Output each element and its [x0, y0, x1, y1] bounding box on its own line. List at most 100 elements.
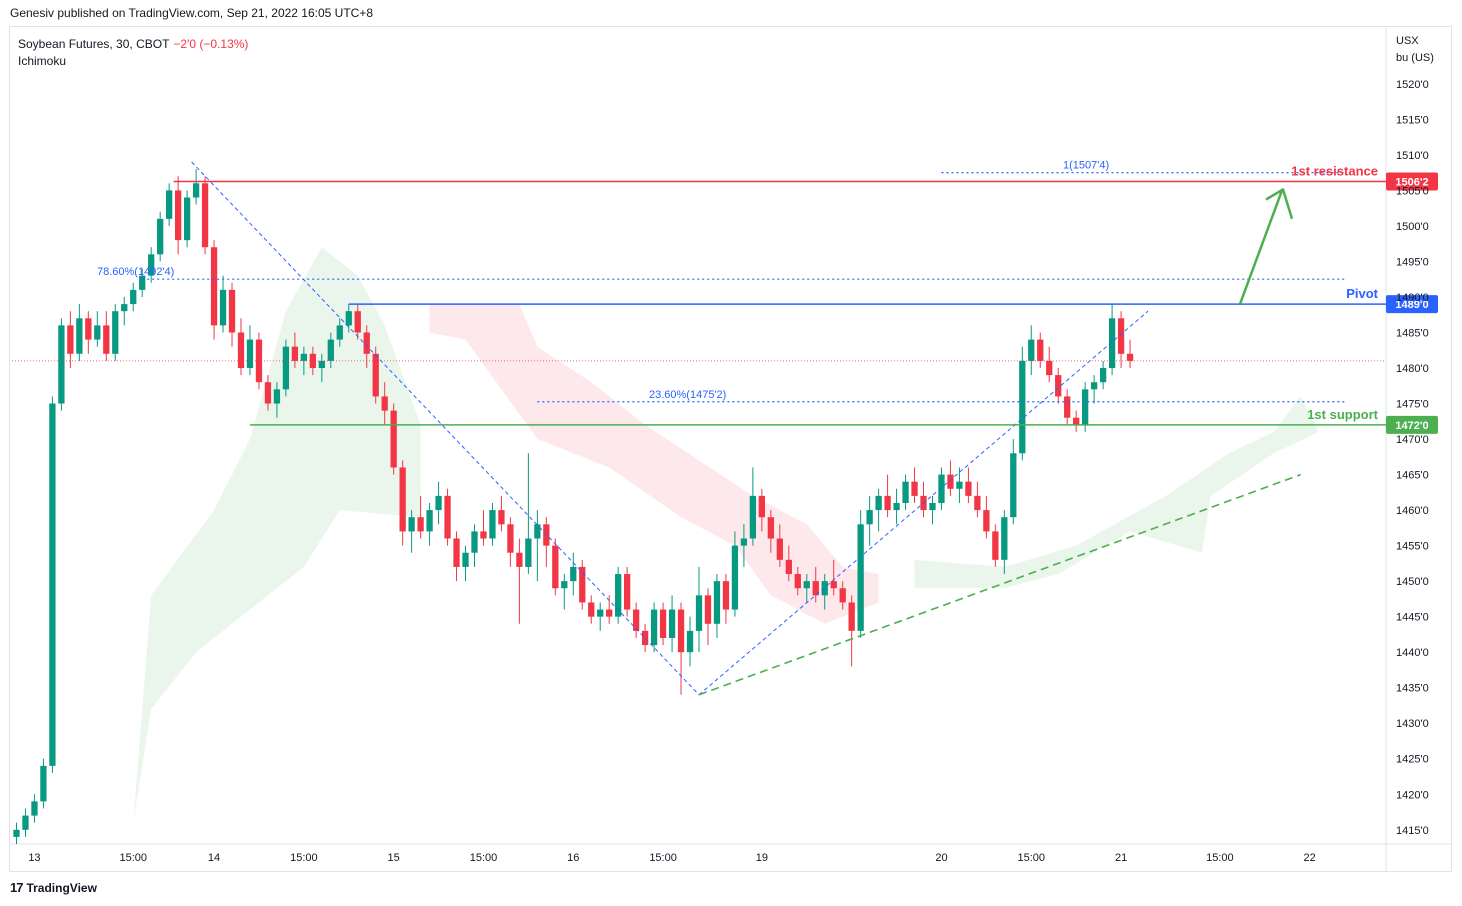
x-tick-label: 16	[567, 852, 579, 864]
level-text: 1st resistance	[1291, 164, 1378, 179]
price-tag	[1386, 295, 1438, 314]
footer-brand[interactable]: 17 TradingView	[10, 880, 97, 895]
x-tick-label: 14	[208, 852, 220, 864]
candle-body	[579, 566, 586, 603]
x-tick-label: 15:00	[119, 852, 147, 864]
y-tick-label: 1515'0	[1396, 114, 1429, 126]
candle-body	[157, 218, 164, 255]
candle-body	[174, 190, 182, 241]
y-tick-label: 1485'0	[1396, 327, 1429, 339]
candle-body	[435, 495, 442, 511]
candle-body	[561, 581, 568, 589]
candle-body	[22, 815, 29, 830]
candle-body	[875, 495, 882, 511]
candle-body	[911, 481, 918, 496]
candle-body	[1117, 318, 1125, 354]
chart-legend: Soybean Futures, 30, CBOT −2'0 (−0.13%) I…	[18, 36, 248, 70]
level-text: Pivot	[1346, 286, 1378, 301]
ichimoku-cloud-bear	[429, 304, 879, 624]
candle-body	[992, 531, 999, 560]
x-tick-label: 20	[935, 852, 947, 864]
candle-body	[1028, 339, 1035, 361]
fib-level-label: 78.60%(1492'4)	[97, 266, 174, 278]
candle-body	[13, 829, 20, 837]
fib-level-label: 1(1507'4)	[1063, 160, 1109, 172]
candle-body	[1073, 417, 1080, 425]
candle-body	[1108, 318, 1116, 369]
candle-body	[830, 581, 837, 589]
price-tag-label: 1472'0	[1395, 420, 1428, 432]
candle-body	[767, 517, 774, 539]
x-tick-label: 15:00	[1206, 852, 1234, 864]
candle-body	[444, 495, 451, 539]
candle-body	[893, 502, 900, 511]
candle-body	[489, 510, 496, 539]
candle-body	[345, 311, 352, 326]
indicator-label[interactable]: Ichimoku	[18, 54, 67, 68]
candle-body	[632, 609, 640, 631]
candle-body	[606, 609, 613, 617]
publish-info: Genesiv published on TradingView.com, Se…	[10, 6, 374, 20]
candle-body	[103, 325, 110, 354]
candle-body	[31, 801, 38, 816]
candle-body	[327, 339, 334, 361]
candle-body	[516, 552, 523, 567]
candle-body	[929, 502, 936, 511]
candle-body	[1090, 382, 1098, 390]
candle-body	[390, 410, 397, 468]
currency-label: USX	[1396, 35, 1419, 47]
candle-body	[507, 524, 514, 553]
candle-body	[552, 545, 559, 589]
candle-body	[139, 275, 146, 290]
candle-body	[318, 360, 325, 369]
ichimoku-cloud-bull	[133, 247, 421, 823]
fib-trendline-up	[698, 310, 1149, 696]
fib-level-label: 23.60%(1475'2)	[649, 389, 726, 401]
candle-body	[417, 517, 424, 532]
candle-body	[776, 538, 783, 560]
candle-body	[668, 609, 676, 638]
x-tick-label: 22	[1304, 852, 1316, 864]
candle-body	[785, 559, 792, 575]
candle-body	[938, 474, 945, 503]
candle-body	[363, 332, 370, 354]
legend-symbol-row[interactable]: Soybean Futures, 30, CBOT −2'0 (−0.13%)	[18, 36, 248, 53]
candle-body	[695, 595, 703, 631]
candle-body	[704, 595, 712, 624]
unit-label: bu (US)	[1396, 52, 1434, 64]
candle-body	[821, 581, 828, 596]
candle-body	[659, 609, 667, 638]
candle-body	[462, 552, 469, 567]
x-tick-label: 15:00	[470, 852, 498, 864]
candle-body	[148, 254, 155, 276]
candle-body	[67, 325, 74, 354]
brand-label: TradingView	[26, 880, 97, 895]
target-arrow-icon	[1265, 188, 1294, 220]
y-tick-label: 1425'0	[1396, 754, 1429, 766]
symbol-label: Soybean Futures, 30, CBOT	[18, 37, 170, 51]
candle-body	[282, 346, 290, 390]
candle-body	[246, 339, 254, 369]
candle-body	[624, 574, 631, 610]
candle-body	[722, 581, 730, 610]
y-tick-label: 1470'0	[1396, 434, 1429, 446]
candle-body	[1055, 375, 1062, 397]
candle-body	[273, 389, 281, 404]
candle-body	[713, 581, 721, 624]
ascending-trendline	[698, 473, 1301, 696]
candle-body	[228, 289, 236, 333]
candle-body	[381, 396, 388, 411]
x-tick-label: 15:00	[290, 852, 318, 864]
candle-body	[453, 538, 460, 567]
candle-body	[812, 581, 819, 596]
candle-body	[525, 538, 532, 567]
target-arrow-shaft	[1238, 189, 1284, 305]
candle-body	[570, 566, 577, 582]
candle-body	[112, 311, 119, 354]
price-tag-label: 1506'2	[1395, 177, 1428, 189]
candle-body	[130, 289, 137, 305]
y-tick-label: 1490'0	[1396, 292, 1429, 304]
y-tick-label: 1520'0	[1396, 79, 1429, 91]
candle-body	[1064, 396, 1071, 418]
